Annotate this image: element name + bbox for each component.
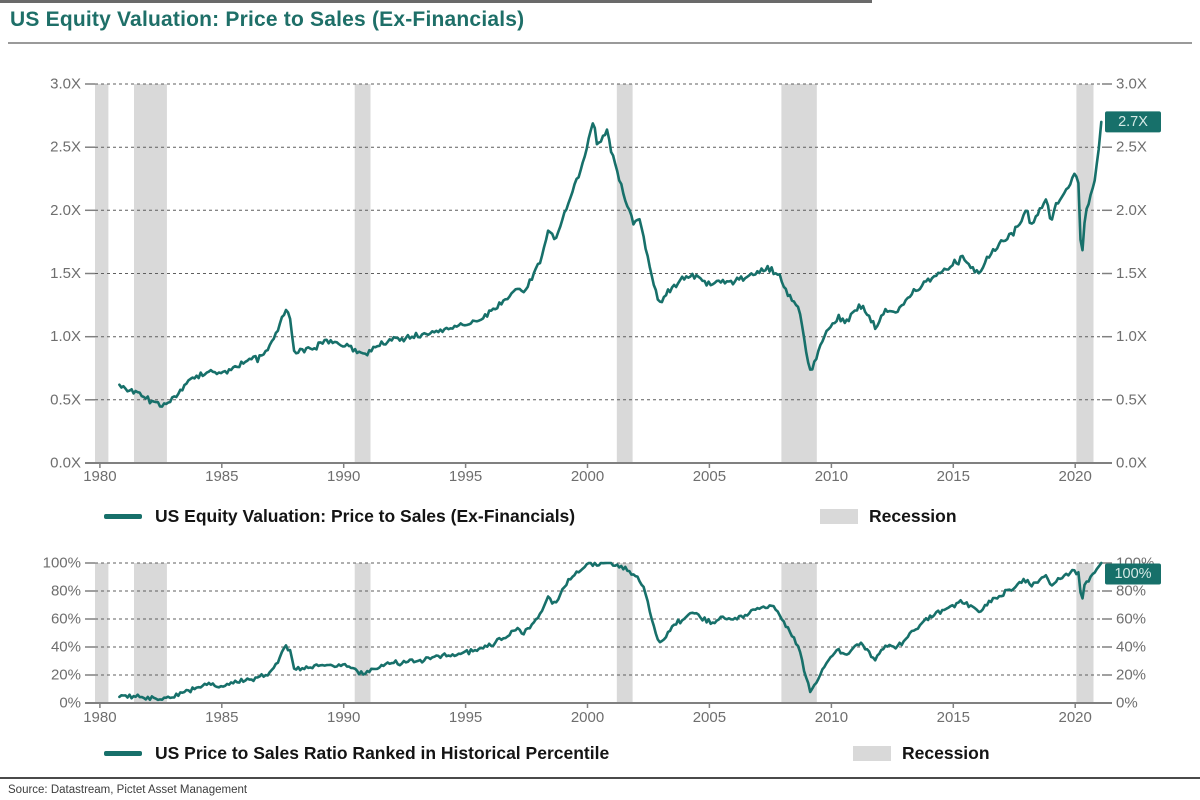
y-axis-label-left: 2.0X [50,202,81,219]
x-axis-label: 1985 [205,468,238,485]
y-axis-label-left: 1.5X [50,265,81,282]
y-axis-label-left: 1.0X [50,328,81,345]
last-value-badge [1105,563,1161,585]
y-axis-label-left: 60% [51,611,81,628]
price-to-sales-chart: 0.0X 0.0X 0.5X 0.5X 1.0X 1.0X 1.5X 1.5X 2.0X 2.0X… [50,76,1161,485]
y-axis-label-right: 2.5X [1116,139,1147,156]
x-axis-label: 2015 [937,468,970,485]
recession-legend-group: Recession [820,500,957,532]
recession-swatch [820,508,858,524]
y-axis-label-right: 3.0X [1116,76,1147,93]
last-value-badge-label: 100% [1114,566,1151,582]
x-axis-label: 2000 [571,468,604,485]
percentile-chart: 0% 0%20% 20%40% 40%60% 60%80% 80%100% 100%1980… [43,555,1161,726]
x-axis-label: 1995 [449,709,482,726]
recession-legend-label: Recession [902,742,990,763]
series-line [118,561,1103,702]
recession-band [1076,563,1094,703]
y-axis-label-right: 40% [1116,639,1146,656]
ps-chart-legend: US Equity Valuation: Price to Sales (Ex-… [0,500,1200,532]
x-axis-label: 1990 [327,468,360,485]
x-axis-label: 2015 [937,709,970,726]
x-axis-label: 1980 [83,709,116,726]
last-value-badge-label: 2.7X [1118,114,1148,130]
y-axis-label-right: 60% [1116,611,1146,628]
y-axis-label-right: 1.0X [1116,328,1147,345]
x-axis-label: 2020 [1059,468,1092,485]
y-axis-label-left: 100% [43,555,81,572]
last-value-badge [1105,111,1161,133]
footer-divider [0,777,1200,779]
series-line-swatch [104,750,142,756]
y-axis-label-left: 2.5X [50,139,81,156]
recession-band [354,563,371,703]
recession-swatch [853,745,891,761]
y-axis-label-right: 0% [1116,695,1138,712]
recession-band [95,563,109,703]
x-axis-label: 2005 [693,709,726,726]
x-axis-label: 2005 [693,468,726,485]
y-axis-label-left: 0.5X [50,391,81,408]
y-axis-label-right: 20% [1116,667,1146,684]
x-axis-label: 1985 [205,709,238,726]
series-legend-label: US Equity Valuation: Price to Sales (Ex-… [155,505,576,526]
y-axis-label-left: 3.0X [50,76,81,93]
x-axis-label: 1980 [83,468,116,485]
y-axis-label-right: 80% [1116,583,1146,600]
y-axis-label-left: 0.0X [50,455,81,472]
recession-band [354,84,371,463]
x-axis-label: 2010 [815,709,848,726]
title-underline [8,42,1192,44]
recession-legend-label: Recession [869,505,957,526]
x-axis-label: 2010 [815,468,848,485]
y-axis-label-right: 0.0X [1116,455,1147,472]
series-line-swatch [104,513,142,519]
recession-band [616,563,633,703]
window-top-edge [0,0,872,3]
y-axis-label-right: 2.0X [1116,202,1147,219]
series-line [118,120,1103,408]
y-axis-label-right: 1.5X [1116,265,1147,282]
page-title: US Equity Valuation: Price to Sales (Ex-… [10,8,525,31]
series-legend-label: US Price to Sales Ratio Ranked in Histor… [155,742,610,763]
y-axis-label-right: 0.5X [1116,391,1147,408]
x-axis-label: 2020 [1059,709,1092,726]
y-axis-label-left: 80% [51,583,81,600]
percentile-chart-legend: US Price to Sales Ratio Ranked in Histor… [0,737,1200,769]
recession-band [134,563,167,703]
recession-legend-group: Recession [853,737,990,769]
y-axis-label-left: 0% [59,695,81,712]
recession-band [781,563,817,703]
x-axis-label: 2000 [571,709,604,726]
source-note: Source: Datastream, Pictet Asset Managem… [8,784,248,796]
x-axis-label: 1995 [449,468,482,485]
y-axis-label-left: 20% [51,667,81,684]
recession-band [1076,84,1094,463]
x-axis-label: 1990 [327,709,360,726]
y-axis-label-left: 40% [51,639,81,656]
